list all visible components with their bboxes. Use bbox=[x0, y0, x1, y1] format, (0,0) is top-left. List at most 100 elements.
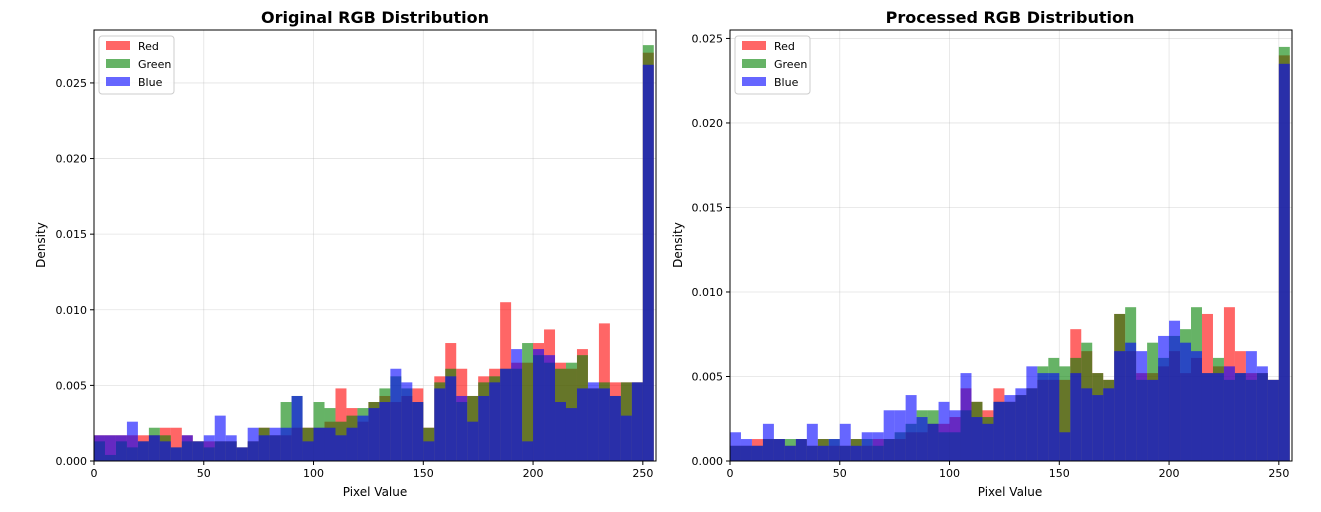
histogram-bar-blue bbox=[839, 423, 851, 461]
histogram-bar-blue bbox=[949, 410, 961, 461]
histogram-bar-blue bbox=[313, 427, 325, 461]
histogram-bar-blue bbox=[258, 435, 270, 461]
histogram-bar-blue bbox=[236, 447, 248, 461]
histogram-bar-blue bbox=[1037, 373, 1049, 461]
histogram-bar-green bbox=[522, 343, 534, 461]
x-tick-label: 200 bbox=[1159, 467, 1180, 480]
y-axis-label: Density bbox=[671, 222, 685, 268]
histogram-bar-blue bbox=[971, 417, 983, 461]
histogram-bar-blue bbox=[587, 382, 599, 461]
histogram-bar-blue bbox=[773, 439, 785, 461]
histogram-bar-blue bbox=[225, 435, 237, 461]
histogram-bar-blue bbox=[1070, 373, 1082, 461]
legend-label-red: Red bbox=[138, 40, 159, 53]
histogram-bar-blue bbox=[357, 415, 369, 461]
histogram-bar-blue bbox=[1256, 366, 1268, 461]
histogram-bar-blue bbox=[894, 410, 906, 461]
histogram-bar-blue bbox=[280, 427, 292, 461]
histogram-bar-blue bbox=[905, 395, 917, 461]
histogram-bar-blue bbox=[159, 441, 171, 461]
histogram-bar-blue bbox=[631, 382, 643, 461]
legend-label-green: Green bbox=[138, 58, 171, 71]
histogram-bar-blue bbox=[1059, 432, 1071, 461]
y-tick-label: 0.025 bbox=[56, 77, 88, 90]
histogram-bar-blue bbox=[445, 376, 457, 461]
histogram-bar-blue bbox=[1125, 342, 1137, 461]
histogram-bar-blue bbox=[522, 441, 534, 461]
histogram-bar-blue bbox=[861, 432, 873, 461]
legend-swatch-green bbox=[742, 59, 766, 68]
histogram-bar-blue bbox=[434, 388, 446, 461]
histogram-bar-blue bbox=[620, 415, 632, 461]
legend-swatch-red bbox=[106, 41, 130, 50]
x-tick-label: 0 bbox=[91, 467, 98, 480]
histogram-bar-blue bbox=[346, 427, 358, 461]
legend: Red Green Blue bbox=[734, 35, 811, 95]
histogram-bar-blue bbox=[467, 421, 479, 461]
histogram-bar-blue bbox=[500, 368, 512, 461]
x-axis-label: Pixel Value bbox=[978, 485, 1043, 499]
plot-area: 0 50 100 150 200 250 0.000 0.005 0.010 0.015 0.020… bbox=[56, 29, 657, 480]
histogram-bar-blue bbox=[247, 427, 259, 461]
histogram-bar-blue bbox=[137, 441, 149, 461]
histogram-bar-blue bbox=[1114, 351, 1126, 461]
histogram-bar-blue bbox=[324, 427, 336, 461]
legend-swatch-red bbox=[742, 41, 766, 50]
histogram-bar-blue bbox=[916, 417, 928, 461]
histogram-bar-blue bbox=[751, 445, 763, 461]
histogram-bar-blue bbox=[181, 435, 193, 461]
histogram-bar-blue bbox=[1081, 388, 1093, 461]
histogram-bar-blue bbox=[1048, 373, 1060, 461]
chart-original: Original RGB Distribution 0 50 100 150 200 25… bbox=[34, 8, 657, 499]
y-tick-label: 0.020 bbox=[692, 117, 724, 130]
legend-swatch-green bbox=[106, 59, 130, 68]
legend-swatch-blue bbox=[742, 77, 766, 86]
histogram-bar-blue bbox=[1278, 63, 1290, 461]
y-tick-label: 0.000 bbox=[692, 455, 724, 468]
plot-area: 0 50 100 150 200 250 0.000 0.005 0.010 0.015 0.020… bbox=[692, 29, 1293, 480]
y-axis-label: Density bbox=[34, 222, 48, 268]
chart-title: Processed RGB Distribution bbox=[886, 8, 1135, 27]
histogram-bar-blue bbox=[598, 388, 610, 461]
histogram-bar-blue bbox=[511, 349, 523, 461]
histogram-bar-blue bbox=[565, 408, 577, 461]
histogram-bar-red bbox=[170, 427, 182, 461]
y-tick-label: 0.015 bbox=[56, 228, 88, 241]
histogram-bar-blue bbox=[1092, 395, 1104, 461]
histogram-bar-blue bbox=[269, 427, 281, 461]
histogram-bar-blue bbox=[740, 439, 752, 461]
legend: Red Green Blue bbox=[98, 35, 175, 95]
x-tick-label: 100 bbox=[303, 467, 324, 480]
x-tick-label: 150 bbox=[413, 467, 434, 480]
chart-processed: Processed RGB Distribution 0 50 100 150 200 2… bbox=[671, 8, 1293, 499]
histogram-bar-blue bbox=[1026, 366, 1038, 461]
histogram-bar-blue bbox=[850, 445, 862, 461]
histogram-bar-blue bbox=[555, 402, 566, 461]
y-tick-label: 0.000 bbox=[56, 455, 88, 468]
x-tick-label: 50 bbox=[197, 467, 211, 480]
histogram-bar-blue bbox=[1201, 373, 1213, 461]
histogram-bar-blue bbox=[730, 432, 741, 461]
histogram-bar-blue bbox=[489, 382, 501, 461]
histogram-bar-blue bbox=[1191, 351, 1202, 461]
y-tick-label: 0.025 bbox=[692, 32, 724, 45]
legend-label-blue: Blue bbox=[138, 76, 163, 89]
x-tick-label: 50 bbox=[833, 467, 847, 480]
histogram-bar-blue bbox=[1136, 351, 1148, 461]
histogram-bar-blue bbox=[576, 388, 588, 461]
histogram-bar-blue bbox=[379, 402, 391, 461]
axes-frame bbox=[93, 29, 657, 462]
legend-label-green: Green bbox=[774, 58, 807, 71]
histogram-bar-blue bbox=[115, 435, 127, 461]
histogram-bar-blue bbox=[456, 395, 468, 461]
histogram-bar-blue bbox=[806, 423, 818, 461]
histogram-bar-blue bbox=[104, 435, 116, 461]
histogram-bar-blue bbox=[883, 410, 895, 461]
x-tick-label: 250 bbox=[1268, 467, 1289, 480]
x-axis-label: Pixel Value bbox=[343, 485, 408, 499]
histogram-bar-blue bbox=[302, 441, 314, 461]
histogram-bar-blue bbox=[170, 447, 182, 461]
histogram-bar-blue bbox=[828, 439, 840, 461]
histogram-bar-blue bbox=[982, 423, 994, 461]
